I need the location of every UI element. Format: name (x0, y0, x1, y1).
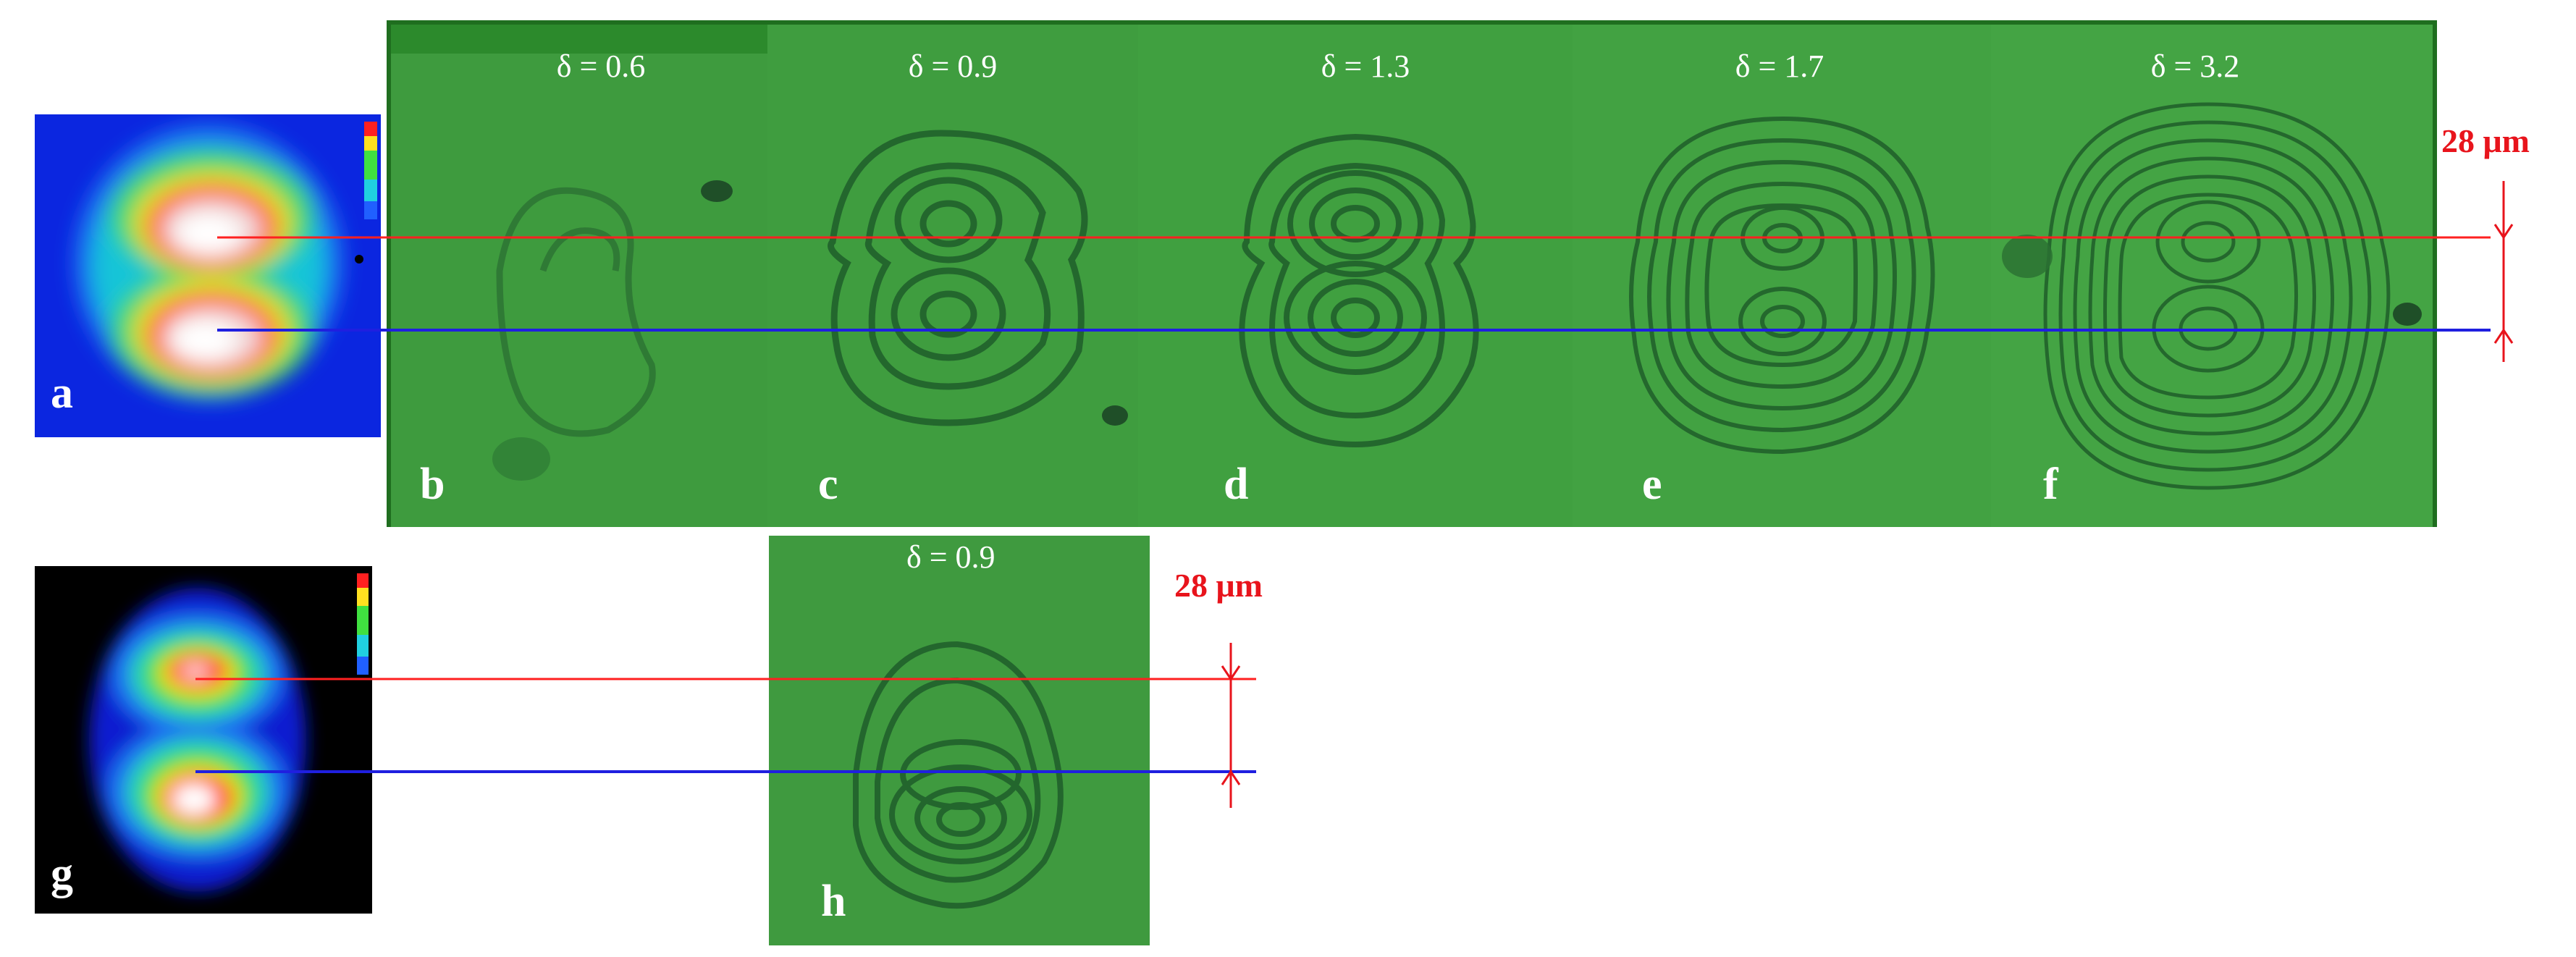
interferogram-d: d (1138, 25, 1573, 527)
interferogram-c: c (767, 25, 1138, 527)
top-interferogram-strip: b δ = 0.6 c δ = 0.9 (387, 20, 2437, 527)
panel-label-e: e (1642, 460, 1662, 509)
interferogram-h: h δ = 0.9 (769, 536, 1150, 945)
panel-label-c: c (818, 460, 838, 509)
scale-label-bottom: 28 μm (1174, 567, 1263, 604)
panel-label-h: h (821, 877, 846, 926)
interferogram-e: e (1573, 25, 1991, 527)
panel-label-a: a (51, 368, 73, 418)
panel-label-d: d (1224, 460, 1249, 509)
delta-label-d: δ = 1.3 (1321, 49, 1410, 84)
delta-label-c: δ = 0.9 (908, 49, 998, 84)
panel-label-b: b (420, 460, 445, 509)
interferogram-f: f (1991, 25, 2433, 527)
top-scale-arrow (2493, 181, 2514, 362)
scale-label-top: 28 μm (2441, 122, 2530, 159)
heatmap-a: a (35, 114, 381, 437)
delta-label-e: δ = 1.7 (1735, 49, 1824, 84)
panel-label-g: g (51, 849, 73, 898)
heatmap-g: g (35, 566, 372, 914)
panel-label-f: f (2043, 460, 2058, 509)
delta-label-h: δ = 0.9 (906, 539, 996, 575)
interferogram-b: b (391, 54, 767, 527)
bottom-scale-arrow (1221, 643, 1241, 808)
delta-label-b: δ = 0.6 (556, 49, 646, 84)
delta-label-f: δ = 3.2 (2150, 49, 2240, 84)
